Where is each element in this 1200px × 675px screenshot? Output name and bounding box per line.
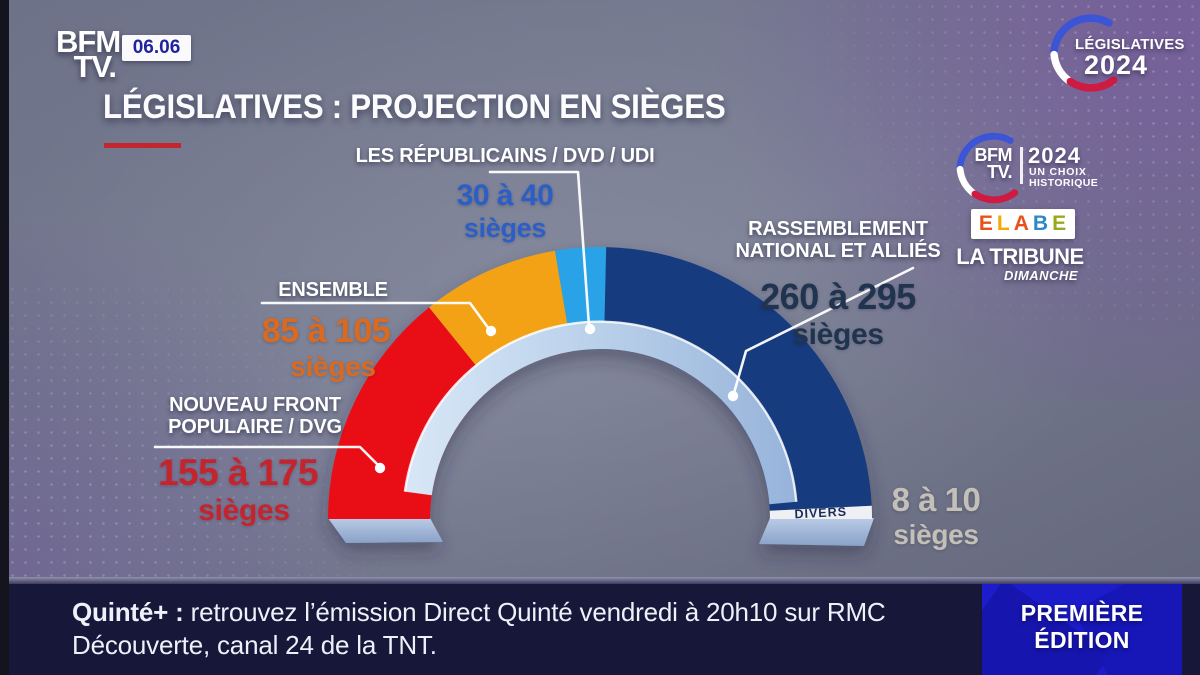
bfm-2024-lockup: BFM TV. 2024 UN CHOIX HISTORIQUE — [950, 124, 1100, 206]
elabe-letter: L — [996, 212, 1011, 235]
ticker-line-1: Quinté+ : retrouvez l’émission Direct Qu… — [72, 597, 886, 628]
legislatives-2024-badge: LÉGISLATIVES 2024 — [1046, 6, 1196, 98]
la-tribune-logo: LA TRIBUNE DIMANCHE — [944, 244, 1096, 283]
partner-tagline-2: HISTORIQUE — [1029, 177, 1099, 189]
bfm-logo-line2: TV. — [73, 49, 117, 85]
rim-highlight — [403, 320, 798, 502]
segment-range: 155 à 175 — [157, 451, 319, 493]
edition-line1: PREMIÈRE — [1020, 600, 1144, 626]
screen-edge-strip — [0, 0, 9, 675]
segment-unit: sièges — [198, 493, 290, 527]
partner-bfm-text: BFM TV. — [962, 146, 1013, 182]
bfm-logo-line1: BFM — [56, 24, 121, 59]
label-nouveau-front-populaire: NOUVEAU FRONT POPULAIRE / DVG 155 à 175 … — [158, 394, 342, 528]
callout-dot — [584, 323, 596, 335]
segment-name-line1: NOUVEAU FRONT — [169, 394, 341, 416]
segment-range: 260 à 295 — [760, 275, 916, 317]
elabe-letter: E — [1052, 212, 1068, 235]
segment-unit: sièges — [893, 519, 979, 550]
label-les-republicains: LES RÉPUBLICAINS / DVD / UDI 30 à 40 siè… — [356, 145, 655, 244]
elabe-letter: E — [978, 212, 994, 235]
segment-name: LES RÉPUBLICAINS / DVD / UDI — [355, 145, 655, 167]
callout-line — [153, 445, 381, 468]
segment-name-line1: RASSEMBLEMENT — [748, 218, 928, 240]
partner-bfm-line2: TV. — [987, 161, 1012, 182]
title-underline-accent — [104, 143, 181, 148]
partner-divider — [1020, 147, 1023, 184]
ticker-separator: : — [168, 597, 191, 627]
tribune-title: LA TRIBUNE — [956, 244, 1084, 269]
elabe-letter: B — [1032, 212, 1050, 235]
callout-line — [488, 170, 591, 328]
label-rassemblement-national: RASSEMBLEMENT NATIONAL ET ALLIÉS 260 à 2… — [736, 218, 941, 352]
segment-range: 85 à 105 — [261, 312, 391, 351]
badge-2024-text: 2024 — [1084, 50, 1149, 80]
premiere-edition-badge: PREMIÈRE ÉDITION — [982, 584, 1182, 675]
label-divers: 8 à 10 sièges — [892, 481, 981, 551]
ticker-text: retrouvez l’émission Direct Quinté vendr… — [190, 597, 886, 627]
segment-name: ENSEMBLE — [278, 279, 388, 301]
ticker-line-2: Découverte, canal 24 de la TNT. — [72, 630, 437, 660]
bfm-tv-logo: BFM TV. — [56, 24, 121, 85]
page-title: LÉGISLATIVES : PROJECTION EN SIÈGES — [103, 88, 726, 126]
segment-range: 8 à 10 — [891, 481, 981, 518]
time-badge: 06.06 — [122, 35, 191, 61]
callout-dot — [727, 390, 739, 402]
segment-unit: sièges — [792, 317, 884, 351]
segment-range: 30 à 40 — [456, 179, 554, 213]
segment-name-line2: POPULAIRE / DVG — [168, 416, 342, 439]
edition-badge-text: PREMIÈRE ÉDITION — [982, 584, 1182, 654]
ticker-lead: Quinté+ — [72, 597, 169, 627]
segment-unit: sièges — [290, 351, 376, 383]
tribune-subtitle: DIMANCHE — [1003, 268, 1079, 283]
segment-unit: sièges — [463, 213, 547, 244]
ticker-top-edge — [0, 577, 1200, 584]
edition-line2: ÉDITION — [1034, 627, 1130, 654]
callout-dot — [485, 325, 497, 337]
elabe-letter: A — [1013, 212, 1030, 235]
callout-dot — [374, 462, 386, 474]
segment-name-line2: NATIONAL ET ALLIÉS — [735, 240, 941, 263]
label-ensemble: ENSEMBLE 85 à 105 sièges — [262, 279, 391, 383]
callout-line — [260, 301, 491, 331]
divers-band-label: DIVERS — [794, 505, 847, 522]
segment-0 — [328, 307, 494, 519]
segment-4 — [769, 505, 873, 519]
